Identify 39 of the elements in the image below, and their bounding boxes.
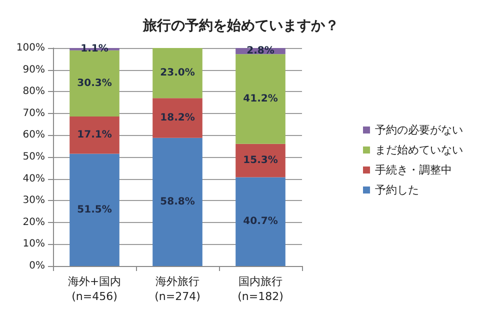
data-label: 58.8% [160,196,195,208]
legend-label: 予約の必要がない [375,124,463,136]
bar [70,116,120,154]
data-label: 18.2% [160,112,195,124]
bar [236,177,286,266]
bar [152,138,202,266]
bar [152,98,202,138]
data-label: 51.5% [77,204,112,216]
y-tick-label: 40% [22,173,45,184]
bar [70,50,120,116]
data-label: 2.8% [246,46,274,57]
legend-label: 予約した [375,184,419,196]
y-tick-label: 90% [22,64,45,76]
data-label: 23.0% [160,68,195,79]
data-label: 1.1% [80,44,108,55]
legend-label: 手続き・調整中 [375,164,452,176]
data-label: 41.2% [243,94,278,105]
y-tick-label: 20% [22,216,45,228]
bar [236,54,286,144]
x-tick-label: 海外+国内 (n=456) [68,275,122,303]
data-label: 17.1% [77,130,112,141]
data-label: 40.7% [243,216,278,228]
chart-title: 旅行の予約を始めていますか？ [142,18,339,34]
y-tick-label: 60% [22,130,45,141]
legend-label: まだ始めていない [375,144,463,156]
y-tick-label: 10% [22,238,45,250]
bar [70,154,120,266]
y-tick-label: 100% [16,42,45,54]
y-tick-label: 50% [22,152,45,162]
y-tick-label: 70% [22,108,45,119]
y-tick-label: 30% [22,195,45,206]
x-tick-label: 海外旅行 (n=274) [154,275,200,303]
x-tick-label: 国内旅行 (n=182) [238,275,284,303]
bar [236,144,286,178]
data-label: 15.3% [243,155,278,166]
data-label: 30.3% [77,78,112,89]
y-tick-label: 80% [22,86,45,98]
y-tick-label: 0% [29,260,45,272]
bar [152,48,202,98]
